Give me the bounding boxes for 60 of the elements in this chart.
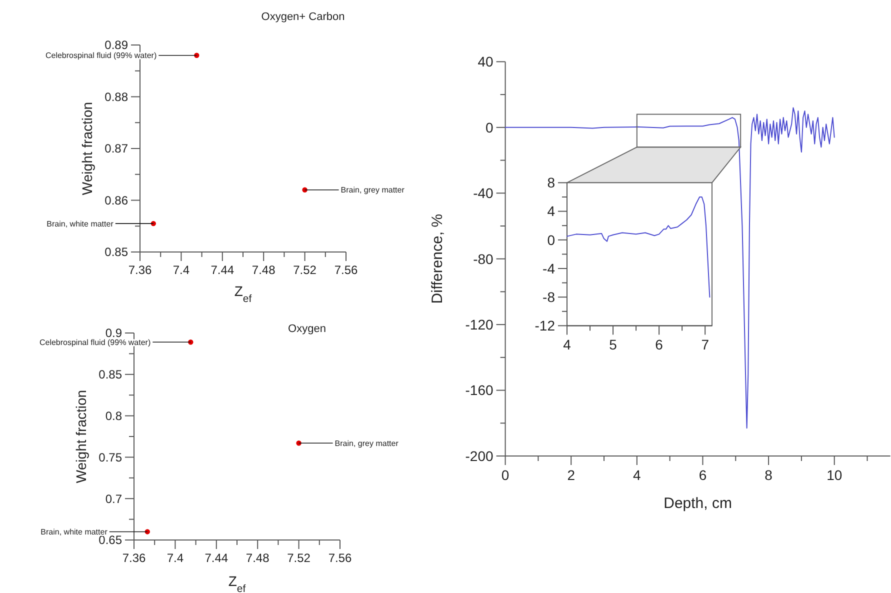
y-tick-label: -8 [542,289,556,305]
x-axis-title: Depth, cm [664,495,732,512]
y-tick-label: 40 [478,54,494,70]
point [144,529,150,534]
y-tick-label: 0 [547,232,556,248]
x-tick-label: 4 [633,466,642,483]
line-series [504,107,835,429]
y-tick-label: -12 [534,318,556,334]
y-tick-label: 0 [486,119,494,136]
x-tick-label: 7.36 [128,263,152,278]
y-tick-label: 0.89 [104,38,128,52]
x-tick-label: 6 [698,466,707,483]
x-tick-label: 7.4 [166,551,184,566]
x-axis-title: Z$_{ef}$ [228,573,246,593]
y-axis-title: Weight fraction [73,390,89,484]
y-tick-label: 0.9 [105,326,122,340]
y-tick-label: 0.8 [105,409,122,423]
y-tick-label: -40 [473,185,494,202]
y-axis-title: Weight fraction [79,102,95,196]
x-tick-label: 7.56 [334,263,358,278]
y-tick-label: -120 [465,316,494,332]
x-tick-label: 7.48 [252,263,276,278]
y-tick-label: 0.87 [104,142,128,156]
y-tick-label: 0.88 [104,90,128,104]
annotation: Brain, white matter [40,528,108,537]
annotation: Brain, grey matter [340,186,405,195]
x-tick-label: 5 [609,336,618,353]
x-tick-label: 7.48 [246,551,270,566]
chart-title: Oxygen [288,323,326,335]
x-tick-label: 7.52 [287,551,311,566]
x-axis-title: Z$_{ef}$ [234,283,252,305]
y-tick-label: 0.7 [105,492,122,506]
x-tick-label: 7.52 [293,263,317,278]
y-tick-label: -160 [465,382,494,398]
y-tick-label: -4 [542,260,556,276]
y-tick-label: 8 [547,174,556,191]
x-tick-label: 8 [764,466,773,483]
x-tick-label: 10 [826,466,842,483]
chart-title: Oxygen+ Carbon [261,11,345,23]
y-tick-label: 4 [547,203,556,220]
x-tick-label: 7.44 [210,263,234,278]
y-tick-label: 0.75 [98,450,122,464]
x-tick-label: 7.44 [204,551,228,566]
y-tick-label: 0.85 [104,245,128,260]
x-tick-label: 2 [567,466,576,483]
x-tick-label: 7.4 [172,263,190,278]
y-tick-label: -200 [465,448,494,464]
y-axis-title: Difference, % [429,214,446,304]
x-tick-label: 4 [563,336,572,353]
line-series [566,196,710,298]
y-tick-label: 0.86 [104,193,128,208]
annotation: Brain, white matter [46,219,114,228]
y-tick-label: -80 [473,250,494,267]
x-tick-label: 0 [501,466,510,483]
annotation: Brain, grey matter [334,438,399,448]
y-tick-label: 0.85 [98,368,122,382]
x-tick-label: 6 [655,336,664,353]
x-tick-label: 7 [701,336,710,353]
x-tick-label: 7.56 [328,551,352,566]
x-tick-label: 7.36 [122,551,146,566]
